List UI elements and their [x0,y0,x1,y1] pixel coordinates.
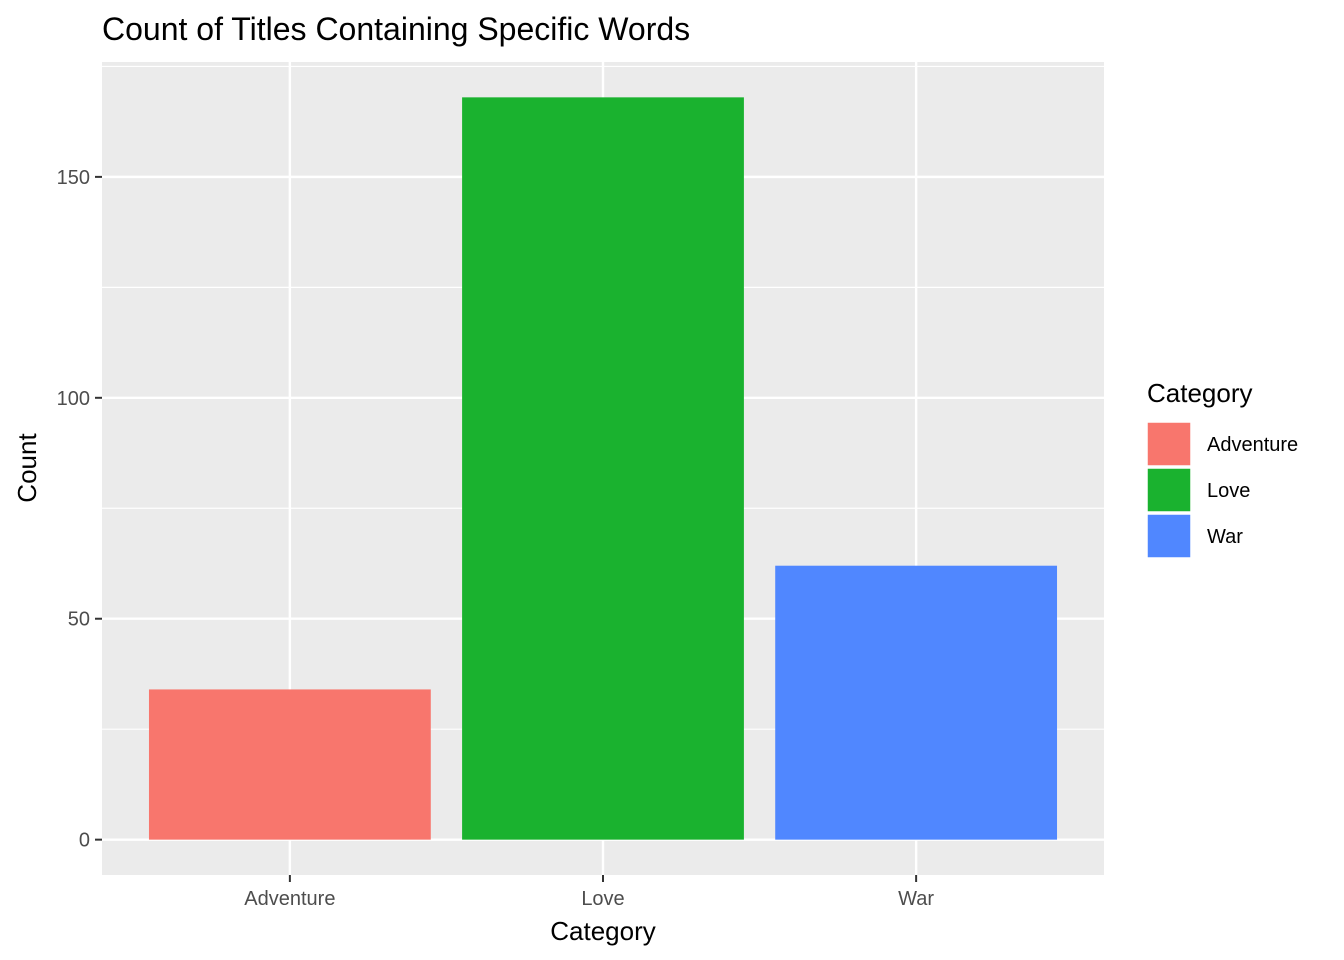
y-axis-title: Count [12,433,42,503]
legend-label-love: Love [1207,480,1250,502]
bars [148,97,1058,840]
bar-love [462,97,744,840]
y-axis: 0 50 100 150 [57,167,102,852]
legend-key-war [1146,513,1192,559]
x-axis: Adventure Love War [244,875,934,910]
x-tick-label: War [898,888,934,910]
legend-label-war: War [1207,526,1243,548]
y-tick-label: 50 [68,609,90,631]
x-axis-title: Category [550,916,656,946]
bar-war [775,565,1058,840]
y-tick-label: 0 [79,830,90,852]
legend: Category Adventure Love War [1146,378,1298,559]
y-tick-label: 150 [57,167,90,189]
bar-adventure [148,689,431,840]
legend-title: Category [1147,378,1253,408]
legend-label-adventure: Adventure [1207,434,1298,456]
x-tick-label: Love [581,888,624,910]
chart-title: Count of Titles Containing Specific Word… [102,11,690,47]
legend-key-love [1146,467,1192,513]
y-tick-label: 100 [57,388,90,410]
legend-key-adventure [1146,421,1192,467]
x-tick-label: Adventure [244,888,335,910]
